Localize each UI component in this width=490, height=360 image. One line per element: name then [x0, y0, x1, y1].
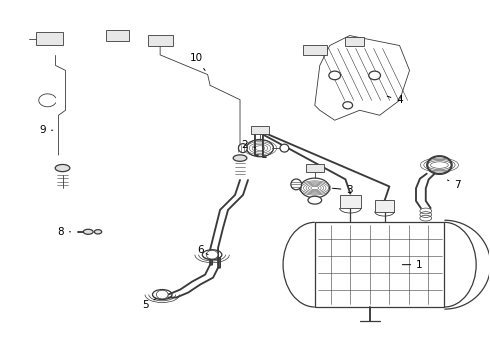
Ellipse shape [55, 165, 70, 172]
Ellipse shape [291, 179, 302, 190]
Text: 8: 8 [57, 227, 71, 237]
Bar [345, 37, 365, 45]
Polygon shape [315, 36, 410, 120]
Bar [375, 200, 394, 212]
Text: 3: 3 [333, 185, 353, 195]
Bar [106, 30, 129, 41]
Ellipse shape [280, 144, 289, 152]
Bar [303, 45, 327, 55]
Text: 2: 2 [242, 140, 255, 150]
Circle shape [156, 290, 168, 299]
Circle shape [206, 251, 218, 259]
Ellipse shape [152, 289, 172, 300]
Ellipse shape [239, 144, 247, 153]
Bar [251, 126, 269, 134]
Bar [148, 35, 173, 46]
Ellipse shape [233, 155, 247, 161]
Ellipse shape [202, 250, 222, 260]
Circle shape [369, 71, 381, 80]
Bar [306, 164, 323, 172]
Ellipse shape [300, 178, 329, 198]
Bar [36, 32, 63, 45]
Ellipse shape [83, 229, 93, 234]
Circle shape [329, 71, 341, 80]
Text: 6: 6 [197, 245, 208, 255]
Bar [315, 222, 444, 307]
Ellipse shape [95, 230, 102, 234]
Ellipse shape [377, 201, 392, 208]
Circle shape [343, 102, 353, 109]
Ellipse shape [343, 197, 358, 204]
Text: 5: 5 [142, 299, 156, 310]
Ellipse shape [246, 140, 273, 157]
Text: 1: 1 [402, 260, 423, 270]
Text: 7: 7 [447, 180, 461, 190]
Text: 9: 9 [39, 125, 53, 135]
Bar [340, 195, 361, 208]
Text: 10: 10 [190, 54, 205, 71]
Text: 4: 4 [387, 95, 403, 105]
Ellipse shape [308, 196, 321, 204]
Ellipse shape [428, 157, 451, 174]
